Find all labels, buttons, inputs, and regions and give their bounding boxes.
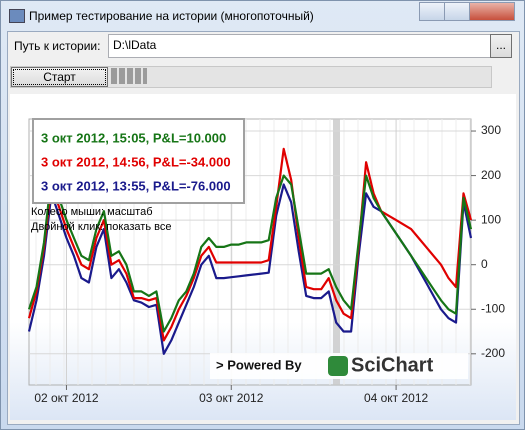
legend-box [32, 118, 245, 204]
x-tick-label: 04 окт 2012 [364, 391, 429, 405]
browse-button[interactable]: ... [490, 34, 512, 58]
y-tick-label: 300 [481, 123, 501, 137]
watermark-brand: SciChart [351, 354, 434, 376]
client-area: Путь к истории: D:\lData ... Старт -200-… [7, 31, 520, 425]
series-line [27, 147, 473, 342]
x-tick-label: 03 окт 2012 [199, 391, 264, 405]
y-tick-label: 0 [481, 257, 488, 271]
minimize-button[interactable] [419, 2, 445, 21]
path-label: Путь к истории: [14, 39, 101, 53]
window-title: Пример тестирование на истории (многопот… [29, 9, 314, 23]
y-tick-label: -200 [481, 346, 505, 360]
start-button[interactable]: Старт [11, 67, 108, 87]
x-tick-label: 02 окт 2012 [34, 391, 99, 405]
plot-area [28, 118, 472, 386]
watermark-logo [328, 356, 348, 376]
cursor-band [333, 119, 340, 385]
maximize-button[interactable] [444, 2, 470, 21]
legend-entry: 3 окт 2012, 14:56, P&L=-34.000 [41, 154, 231, 169]
path-input[interactable]: D:\lData [108, 34, 491, 58]
y-tick-label: 200 [481, 168, 501, 182]
legend-entry: 3 окт 2012, 15:05, P&L=10.000 [41, 130, 226, 145]
app-icon [9, 9, 25, 23]
watermark-text: > Powered By [216, 357, 302, 372]
y-tick-label: 100 [481, 212, 501, 226]
chart: -200 -100 0 100 200 300 02 окт 2012 03 окт 2012… [10, 94, 516, 420]
annotation: Колесо мыши: масштаб [31, 206, 153, 218]
annotation: Двойной клик: показать все [31, 221, 171, 233]
close-button[interactable] [469, 2, 515, 21]
series-line [27, 174, 473, 333]
legend-entry: 3 окт 2012, 13:55, P&L=-76.000 [41, 178, 231, 193]
progress-bar [111, 68, 147, 84]
y-tick-label: -100 [481, 301, 505, 315]
